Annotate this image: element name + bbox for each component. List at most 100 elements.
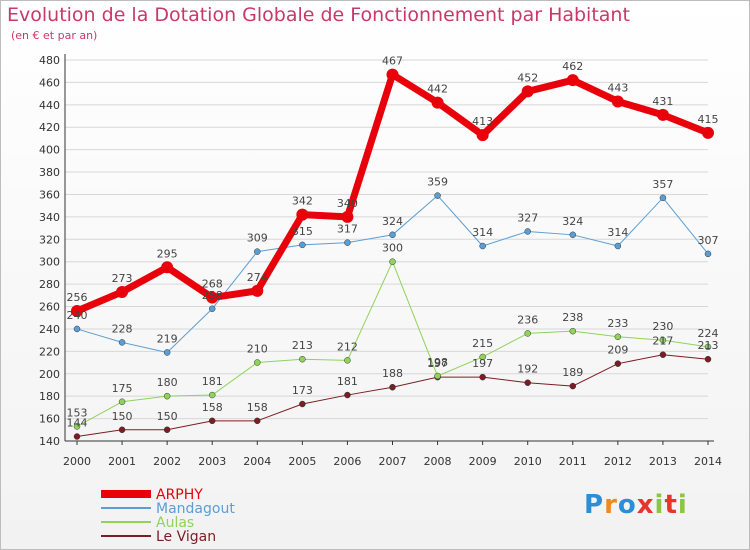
data-point-mandagout xyxy=(299,241,306,249)
data-point-arphy xyxy=(161,261,174,274)
data-point-le-vigan xyxy=(163,426,171,434)
data-label-arphy: 415 xyxy=(698,113,719,126)
data-point-aulas xyxy=(479,353,486,361)
data-point-aulas xyxy=(614,333,622,341)
y-tick-label: 240 xyxy=(39,323,60,336)
data-label-arphy: 431 xyxy=(652,95,673,108)
data-label-mandagout: 324 xyxy=(382,215,403,228)
x-tick-label: 2012 xyxy=(604,455,632,468)
x-tick-label: 2009 xyxy=(469,455,497,468)
data-label-arphy: 256 xyxy=(67,291,88,304)
data-point-le-vigan xyxy=(254,417,261,425)
data-point-arphy xyxy=(71,305,83,318)
y-tick-label: 380 xyxy=(39,166,60,179)
y-tick-label: 480 xyxy=(39,54,60,67)
y-tick-label: 280 xyxy=(39,278,60,291)
y-tick-label: 220 xyxy=(39,345,60,358)
data-label-le-vigan: 181 xyxy=(337,375,358,388)
data-point-aulas xyxy=(524,330,531,337)
legend-label-le-vigan: Le Vigan xyxy=(156,529,216,545)
data-point-aulas xyxy=(659,336,667,344)
data-point-le-vigan xyxy=(569,382,577,390)
y-tick-label: 160 xyxy=(39,413,60,426)
data-labels: 144 150 150 158 158 173 181 188 197 197 192 189 209 2… xyxy=(67,55,719,430)
data-label-le-vigan: 144 xyxy=(67,417,88,430)
x-tick-label: 2007 xyxy=(379,455,407,468)
data-label-aulas: 213 xyxy=(292,339,313,352)
data-point-le-vigan xyxy=(389,383,396,391)
x-tick-label: 2014 xyxy=(694,455,722,468)
data-point-mandagout xyxy=(479,242,486,250)
data-label-mandagout: 258 xyxy=(202,289,223,302)
data-label-aulas: 210 xyxy=(247,343,268,356)
data-label-arphy: 274 xyxy=(247,271,268,284)
data-label-mandagout: 317 xyxy=(337,223,358,236)
data-point-aulas xyxy=(344,357,351,364)
data-label-le-vigan: 158 xyxy=(247,401,268,414)
data-label-mandagout: 307 xyxy=(698,234,719,247)
data-point-le-vigan xyxy=(659,351,667,358)
data-label-le-vigan: 197 xyxy=(472,357,493,370)
data-label-arphy: 295 xyxy=(157,247,178,260)
data-label-aulas: 180 xyxy=(157,376,178,389)
data-point-mandagout xyxy=(118,339,126,346)
data-label-arphy: 273 xyxy=(112,272,133,285)
data-point-aulas xyxy=(299,355,306,363)
data-label-mandagout: 324 xyxy=(562,215,583,228)
x-tick-label: 2002 xyxy=(153,455,181,468)
data-point-le-vigan xyxy=(208,417,216,425)
data-label-mandagout: 228 xyxy=(112,322,133,335)
data-label-aulas: 236 xyxy=(517,313,538,326)
data-label-le-vigan: 213 xyxy=(698,339,719,352)
logo-letter: i xyxy=(677,490,688,520)
data-point-arphy xyxy=(386,68,399,81)
x-tick-label: 2013 xyxy=(649,455,677,468)
data-point-le-vigan xyxy=(73,433,81,440)
data-label-le-vigan: 192 xyxy=(517,363,538,376)
chart-subtitle: (en € et par an) xyxy=(11,29,98,42)
data-label-arphy: 342 xyxy=(292,195,313,208)
data-label-le-vigan: 150 xyxy=(157,410,178,423)
data-point-arphy xyxy=(206,291,219,304)
x-tick-label: 2004 xyxy=(243,455,271,468)
logo-letter: r xyxy=(604,490,618,520)
data-point-mandagout xyxy=(208,305,216,313)
data-point-aulas xyxy=(118,398,126,406)
chart-title: Evolution de la Dotation Globale de Fonc… xyxy=(7,4,630,26)
data-label-arphy: 443 xyxy=(607,81,628,94)
data-label-le-vigan: 188 xyxy=(382,367,403,380)
data-point-mandagout xyxy=(163,349,171,356)
data-label-aulas: 230 xyxy=(652,320,673,333)
logo-letter: t xyxy=(664,490,678,520)
data-point-arphy xyxy=(521,85,534,98)
data-label-aulas: 181 xyxy=(202,375,223,388)
data-point-le-vigan xyxy=(344,391,351,399)
x-tick-label: 2006 xyxy=(333,455,361,468)
data-label-aulas: 198 xyxy=(427,356,448,369)
data-point-arphy xyxy=(296,208,309,221)
data-label-arphy: 413 xyxy=(472,115,493,128)
data-point-mandagout xyxy=(73,325,81,333)
data-label-arphy: 452 xyxy=(517,71,538,84)
data-point-aulas xyxy=(389,258,396,265)
data-point-arphy xyxy=(251,284,264,297)
y-tick-label: 140 xyxy=(39,435,60,448)
data-label-le-vigan: 150 xyxy=(112,410,133,423)
data-point-le-vigan xyxy=(479,373,486,381)
data-point-mandagout xyxy=(344,239,351,246)
x-tick-label: 2000 xyxy=(63,455,91,468)
proxiti-logo: Proxiti xyxy=(584,490,688,520)
y-tick-label: 320 xyxy=(39,233,60,246)
data-label-aulas: 233 xyxy=(607,317,628,330)
x-tick-label: 2011 xyxy=(559,455,587,468)
data-label-aulas: 300 xyxy=(382,242,403,255)
data-label-arphy: 442 xyxy=(427,83,448,96)
data-point-aulas xyxy=(163,392,171,400)
x-tick-label: 2003 xyxy=(198,455,226,468)
data-label-le-vigan: 197 xyxy=(427,357,448,370)
series-lines xyxy=(71,68,714,440)
logo-letter: i xyxy=(654,490,665,520)
